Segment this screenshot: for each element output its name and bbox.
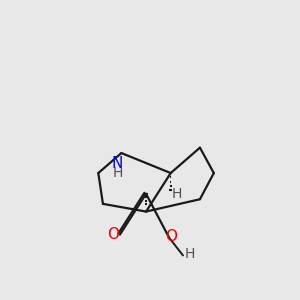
Text: H: H — [172, 187, 182, 201]
Text: O: O — [107, 227, 119, 242]
Text: O: O — [166, 230, 178, 244]
Text: N: N — [112, 156, 123, 171]
Text: H: H — [112, 166, 123, 180]
Text: H: H — [185, 247, 195, 261]
